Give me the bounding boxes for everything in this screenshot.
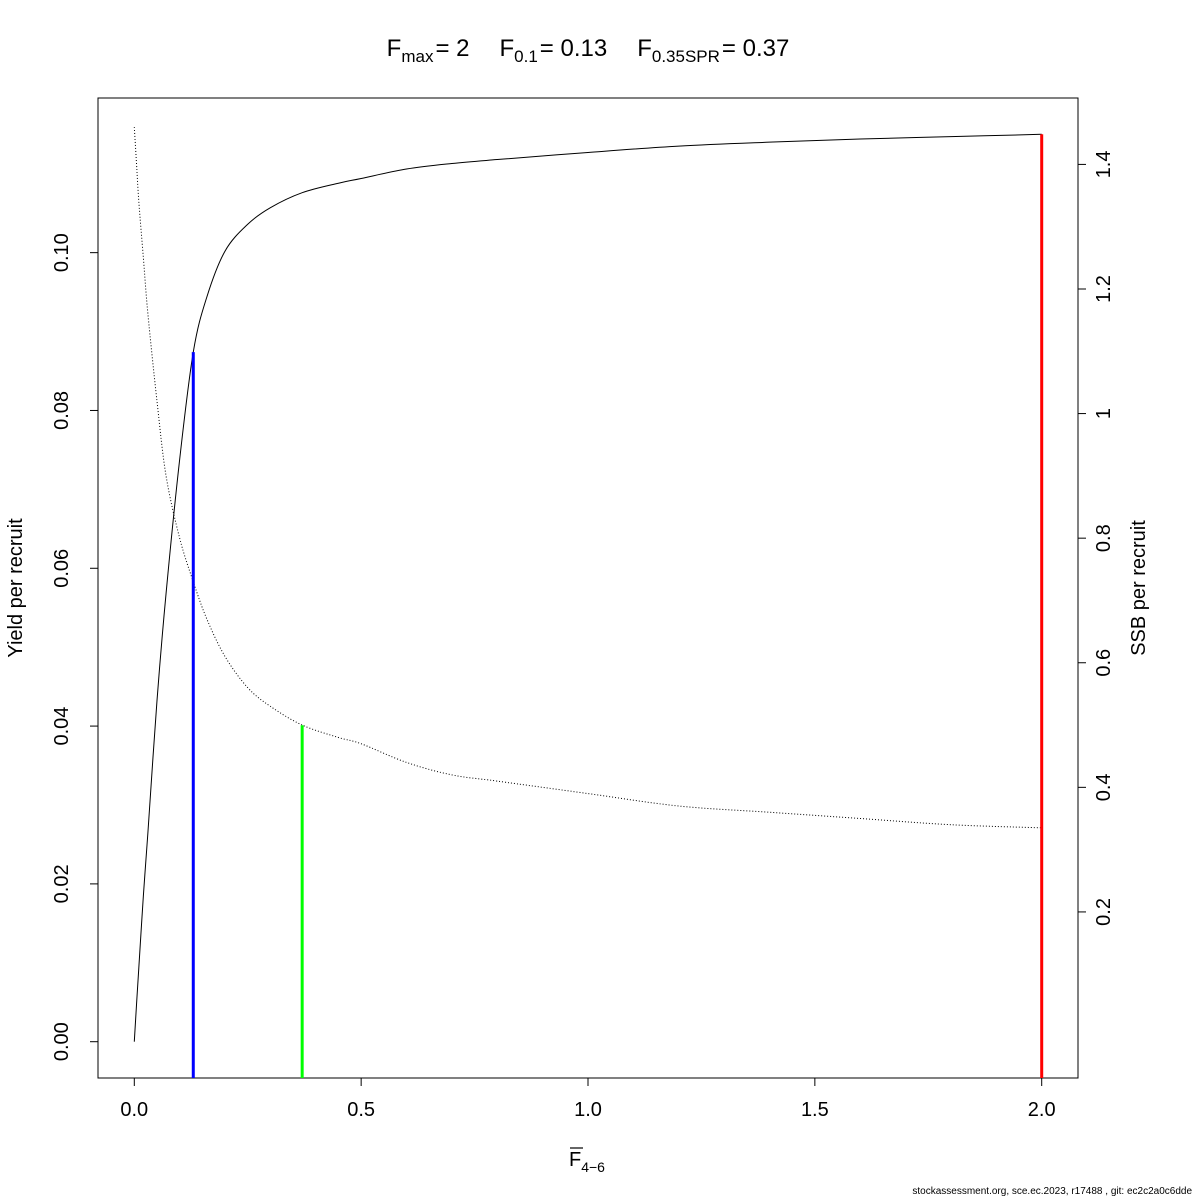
y-axis-right: 0.2 0.4 0.6 0.8 1 1.2 1.4 xyxy=(1078,150,1115,926)
chart-title: Fmax= 2 F0.1= 0.13 F0.35SPR= 0.37 xyxy=(387,35,790,66)
y2-tick-label: 0.8 xyxy=(1093,524,1115,552)
title-f01-value: = 0.13 xyxy=(540,35,607,62)
y-tick-label: 0.00 xyxy=(51,1022,73,1061)
x-axis-label-group: F4−6 xyxy=(569,1147,605,1175)
y2-tick-label: 0.4 xyxy=(1093,773,1115,801)
x-tick-label: 0.5 xyxy=(347,1099,375,1121)
title-f01-label: F xyxy=(499,35,514,62)
title-fspr-value: = 0.37 xyxy=(722,35,789,62)
reference-lines xyxy=(191,134,1044,1078)
y-tick-label: 0.04 xyxy=(51,707,73,746)
x-axis: 0.0 0.5 1.0 1.5 2.0 xyxy=(120,1077,1056,1121)
y2-tick-label: 0.2 xyxy=(1093,898,1115,926)
y-tick-label: 0.08 xyxy=(51,391,73,430)
y-axis-left: 0.00 0.02 0.04 0.06 0.08 0.10 xyxy=(51,233,98,1061)
y2-tick-label: 1.2 xyxy=(1093,275,1115,303)
y-tick-label: 0.02 xyxy=(51,864,73,903)
x-tick-label: 1.0 xyxy=(574,1099,602,1121)
title-fmax-label: F xyxy=(387,35,402,62)
title-fmax-sub: max xyxy=(401,47,434,66)
title-fspr-label: F xyxy=(637,35,652,62)
y2-tick-label: 1 xyxy=(1093,408,1115,419)
y-tick-label: 0.06 xyxy=(51,549,73,588)
y2-tick-label: 0.6 xyxy=(1093,649,1115,677)
x-label-sub: 4−6 xyxy=(581,1159,605,1175)
y-tick-label: 0.10 xyxy=(51,233,73,272)
y2-tick-label: 1.4 xyxy=(1093,150,1115,178)
yield-per-recruit-line xyxy=(133,133,1042,1042)
title-fmax-value: = 2 xyxy=(435,35,469,62)
y2-axis-label: SSB per recruit xyxy=(1128,520,1150,656)
title-f01-sub: 0.1 xyxy=(514,47,538,66)
x-tick-label: 0.0 xyxy=(120,1099,148,1121)
x-label-main: F xyxy=(569,1149,581,1171)
series-layer xyxy=(133,126,1042,1042)
x-axis-label: F4−6 xyxy=(569,1149,605,1175)
x-tick-label: 2.0 xyxy=(1028,1099,1056,1121)
title-fspr-sub: 0.35SPR xyxy=(652,47,720,66)
footer-credit: stockassessment.org, sce.ec.2023, r17488… xyxy=(912,1186,1192,1197)
x-tick-label: 1.5 xyxy=(801,1099,829,1121)
ssb-per-recruit-line xyxy=(133,126,1042,829)
y-axis-label: Yield per recruit xyxy=(5,518,27,658)
plot-frame xyxy=(97,97,1079,1079)
